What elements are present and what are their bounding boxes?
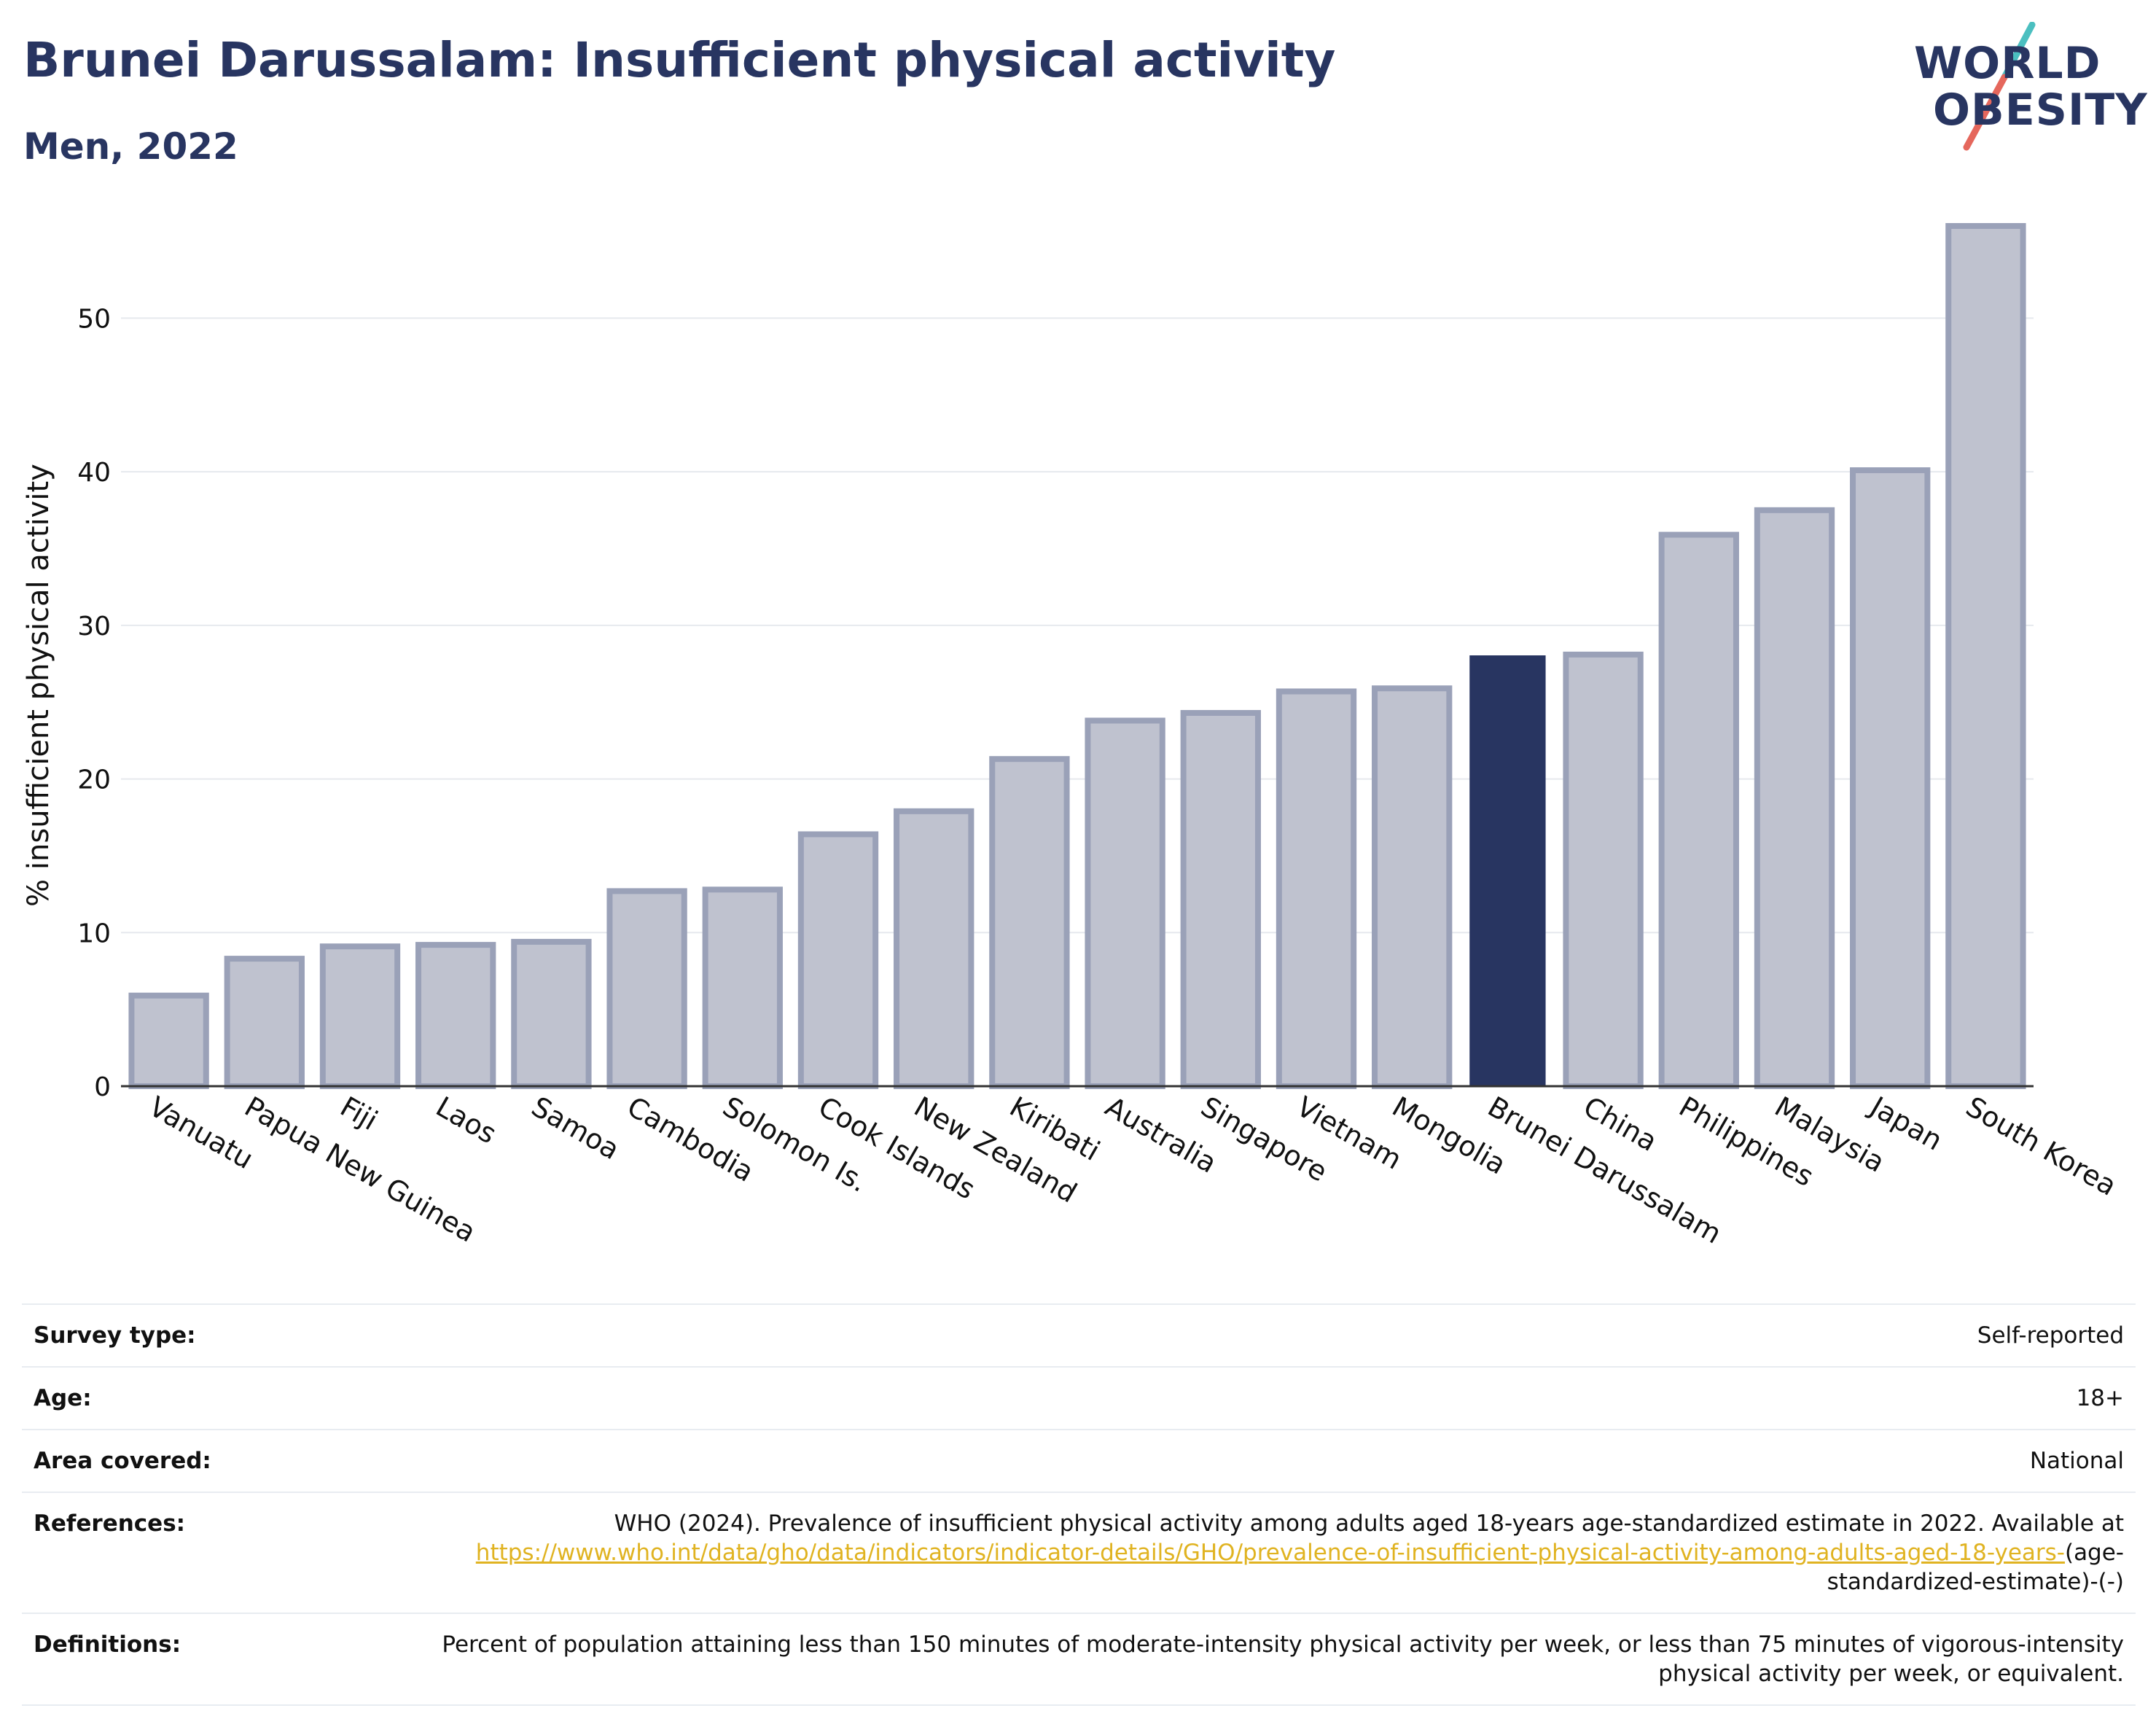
bar-highlight — [1469, 655, 1546, 1087]
bar — [511, 938, 592, 1090]
logo-slash-icon — [1963, 22, 2036, 151]
bar — [224, 956, 305, 1090]
y-tick-label: 40 — [77, 458, 111, 488]
bar — [1754, 507, 1835, 1090]
reference-suffix: (age-standardized-estimate)-(-) — [1827, 1540, 2124, 1595]
page-subtitle: Men, 2022 — [23, 125, 238, 168]
info-label: Area covered: — [34, 1448, 211, 1474]
y-tick-label: 10 — [77, 919, 111, 948]
info-row-definitions: Definitions: Percent of population attai… — [22, 1613, 2136, 1705]
page-title: Brunei Darussalam: Insufficient physical… — [23, 32, 1336, 88]
x-tick-label: Laos — [431, 1091, 502, 1150]
info-label: Survey type: — [34, 1322, 196, 1349]
bar — [319, 943, 401, 1089]
logo-text-obesity: OBESITY — [1933, 85, 2148, 136]
logo-text-world: WORLD — [1914, 38, 2101, 89]
y-axis-label: % insufficient physical activity — [22, 464, 55, 907]
grid-lines — [121, 317, 2034, 934]
y-tick-label: 30 — [77, 612, 111, 642]
info-row-references: References: WHO (2024). Prevalence of in… — [22, 1492, 2136, 1613]
bar — [1180, 709, 1261, 1089]
info-label: Age: — [34, 1385, 92, 1411]
bar — [989, 756, 1070, 1090]
bar — [1085, 717, 1165, 1089]
info-row-survey-type: Survey type: Self-reported — [22, 1304, 2136, 1367]
info-row-area-covered: Area covered: National — [22, 1430, 2136, 1492]
bar — [1276, 688, 1357, 1089]
info-value: National — [2029, 1448, 2124, 1474]
bars — [128, 223, 2026, 1090]
info-row-age: Age: 18+ — [22, 1367, 2136, 1430]
info-label: References: — [34, 1510, 186, 1537]
y-tick-label: 0 — [94, 1072, 111, 1102]
x-tick-label: Vanuatu — [144, 1091, 259, 1175]
world-obesity-logo: WORLD OBESITY — [1895, 22, 2147, 153]
bar — [1563, 651, 1644, 1089]
x-tick-label: Samoa — [526, 1091, 625, 1166]
bar — [702, 886, 783, 1089]
bar — [128, 992, 209, 1090]
x-tick-label: South Korea — [1961, 1091, 2122, 1202]
bar — [415, 942, 496, 1089]
y-tick-label: 20 — [77, 765, 111, 795]
reference-text: WHO (2024). Prevalence of insufficient p… — [614, 1510, 2124, 1537]
bar — [1850, 467, 1931, 1089]
x-tick-label: Fiji — [335, 1091, 383, 1136]
y-tick-label: 50 — [77, 304, 111, 334]
info-table: Survey type: Self-reported Age: 18+ Area… — [22, 1303, 2136, 1706]
bar — [1945, 223, 2026, 1089]
info-value: 18+ — [2076, 1385, 2124, 1411]
info-label: Definitions: — [34, 1631, 181, 1658]
info-value: Self-reported — [1977, 1322, 2124, 1349]
bar — [1372, 685, 1453, 1089]
bar — [797, 831, 879, 1090]
bar — [1658, 531, 1739, 1089]
info-value: WHO (2024). Prevalence of insufficient p… — [337, 1492, 2136, 1613]
x-tick-label: New Zealand — [909, 1091, 1082, 1209]
reference-link[interactable]: https://www.who.int/data/gho/data/indica… — [475, 1540, 2065, 1566]
bar — [606, 888, 687, 1090]
info-value: Percent of population attaining less tha… — [442, 1631, 2124, 1687]
bar — [894, 808, 975, 1089]
